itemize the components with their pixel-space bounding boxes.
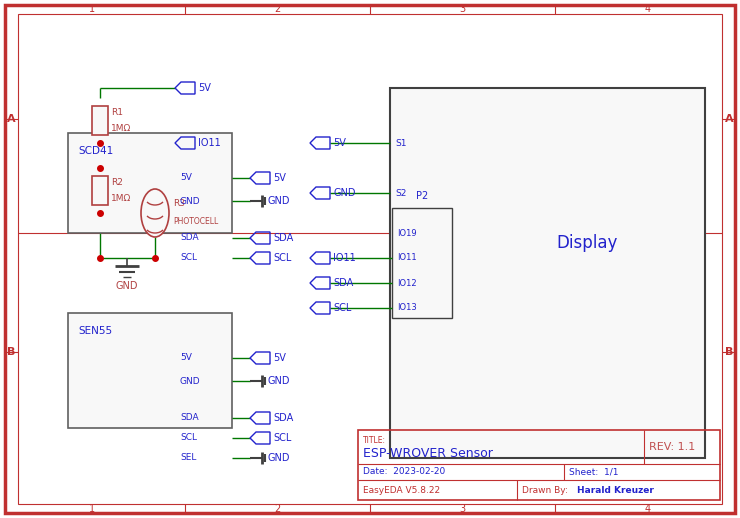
Text: GND: GND [268, 196, 291, 206]
Text: SCL: SCL [180, 253, 197, 263]
Text: SDA: SDA [273, 413, 293, 423]
Text: 1MΩ: 1MΩ [111, 194, 131, 203]
Text: TITLE:: TITLE: [363, 436, 386, 445]
Text: GND: GND [268, 376, 291, 386]
Ellipse shape [141, 189, 169, 237]
Text: Date:  2023-02-20: Date: 2023-02-20 [363, 468, 445, 477]
Text: REV: 1.1: REV: 1.1 [649, 442, 696, 452]
Text: A: A [7, 114, 16, 124]
Text: SCL: SCL [180, 434, 197, 442]
Text: 1MΩ: 1MΩ [111, 124, 131, 133]
Text: 1: 1 [90, 4, 95, 14]
Text: PHOTOCELL: PHOTOCELL [173, 217, 218, 225]
Text: S2: S2 [395, 189, 406, 197]
Text: 3: 3 [460, 504, 465, 514]
Text: GND: GND [268, 453, 291, 463]
Text: B: B [7, 347, 16, 357]
Text: 1: 1 [90, 504, 95, 514]
Text: R3: R3 [173, 198, 185, 208]
Text: SCL: SCL [273, 433, 292, 443]
Text: R1: R1 [111, 108, 123, 117]
Text: SCL: SCL [333, 303, 352, 313]
Text: SDA: SDA [180, 413, 198, 423]
Text: Drawn By:: Drawn By: [522, 486, 568, 495]
Text: 5V: 5V [180, 174, 192, 182]
Text: IO13: IO13 [397, 304, 417, 312]
Text: GND: GND [180, 196, 201, 206]
Text: GND: GND [115, 281, 138, 291]
Text: 5V: 5V [180, 353, 192, 363]
Bar [392, 208, 452, 318]
Text: 4: 4 [645, 504, 650, 514]
Text: 5V: 5V [273, 173, 286, 183]
Text: 5V: 5V [273, 353, 286, 363]
Bar [68, 313, 232, 428]
Text: 2: 2 [275, 4, 280, 14]
Bar [358, 430, 720, 500]
Text: R2: R2 [111, 178, 123, 187]
Text: IO11: IO11 [198, 138, 221, 148]
Text: SDA: SDA [273, 233, 293, 243]
Text: SEN55: SEN55 [78, 326, 112, 336]
Text: SDA: SDA [180, 234, 198, 242]
Bar [92, 176, 108, 205]
Text: IO19: IO19 [397, 228, 417, 237]
Text: GND: GND [180, 377, 201, 385]
Text: SDA: SDA [333, 278, 353, 288]
Text: SEL: SEL [180, 453, 196, 463]
Text: IO11: IO11 [397, 253, 417, 263]
Text: B: B [724, 347, 733, 357]
Text: P2: P2 [416, 191, 428, 201]
Text: 5V: 5V [333, 138, 346, 148]
Text: SCD41: SCD41 [78, 146, 113, 156]
Text: A: A [724, 114, 733, 124]
Text: 3: 3 [460, 4, 465, 14]
Text: Sheet:  1/1: Sheet: 1/1 [569, 468, 619, 477]
Text: EasyEDA V5.8.22: EasyEDA V5.8.22 [363, 486, 440, 495]
Text: 5V: 5V [198, 83, 211, 93]
Text: GND: GND [333, 188, 355, 198]
Text: 4: 4 [645, 4, 650, 14]
Text: IO12: IO12 [397, 279, 417, 287]
Text: IO11: IO11 [333, 253, 356, 263]
Text: SCL: SCL [273, 253, 292, 263]
Bar [390, 88, 705, 458]
Text: Harald Kreuzer: Harald Kreuzer [577, 486, 654, 495]
Text: S1: S1 [395, 138, 406, 148]
Text: 2: 2 [275, 504, 280, 514]
Bar [68, 133, 232, 233]
Text: ESP-WROVER Sensor: ESP-WROVER Sensor [363, 447, 493, 459]
Bar [92, 106, 108, 135]
Text: Display: Display [556, 234, 618, 252]
